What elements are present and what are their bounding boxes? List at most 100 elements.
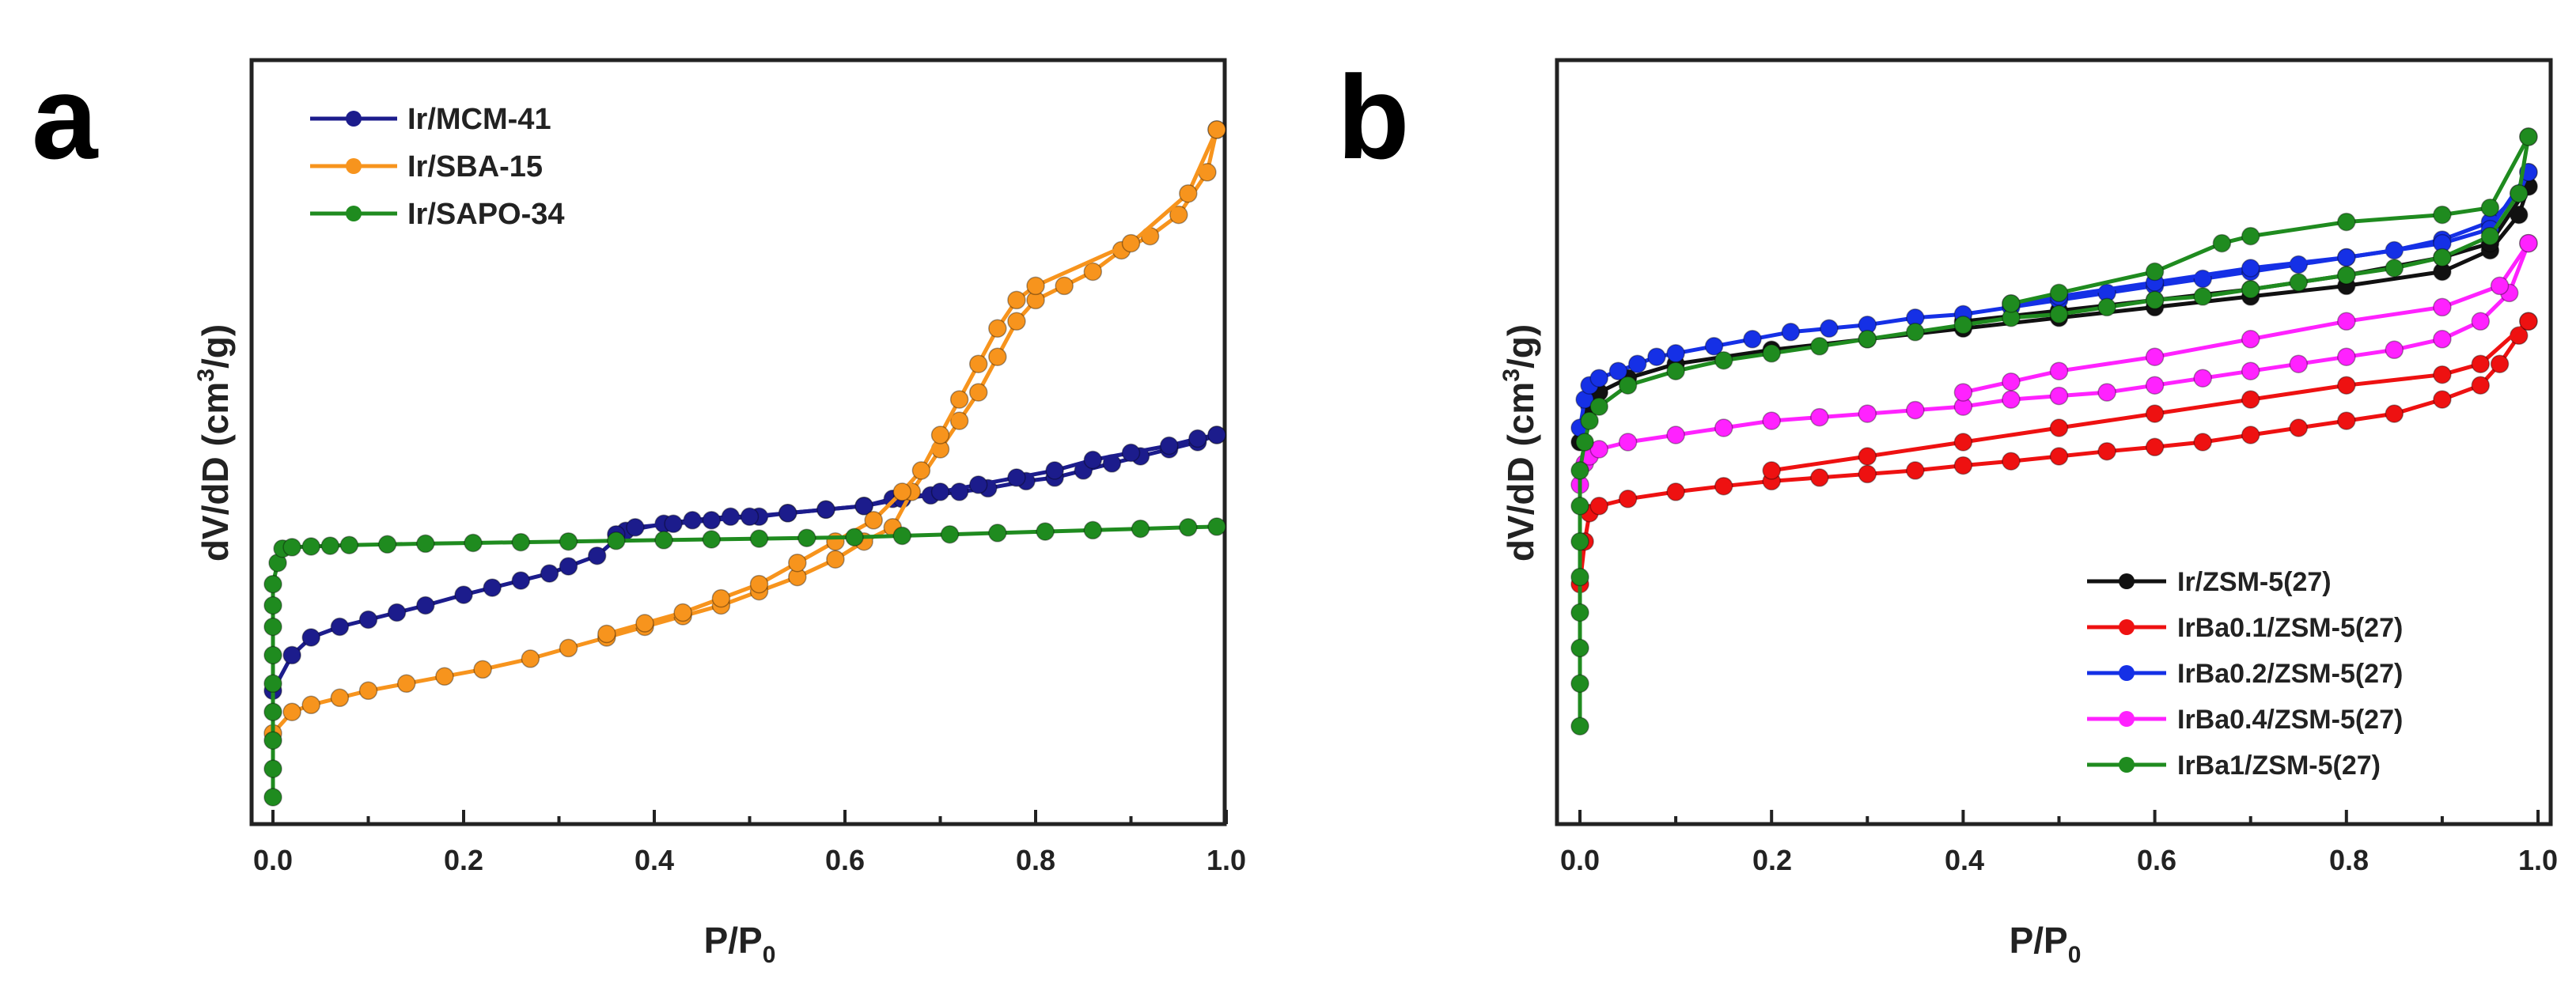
- data-point-ir-sapo-34: [377, 535, 397, 554]
- data-point-ir-sba-15: [826, 550, 845, 569]
- data-point-ir-mcm-41: [1083, 450, 1103, 470]
- data-point-irba0-4-zsm-5-27: [2241, 361, 2260, 380]
- data-point-irba1-zsm-5-27: [2049, 304, 2069, 324]
- x-axis-label-subscript: 0: [2068, 942, 2082, 968]
- legend-swatch-marker: [2119, 573, 2135, 589]
- data-point-irba1-zsm-5-27: [1570, 674, 1589, 694]
- legend-swatch-marker: [2119, 619, 2135, 635]
- data-point-ir-sba-15: [1179, 183, 1198, 203]
- data-point-irba0-1-zsm-5-27: [2519, 312, 2538, 331]
- data-point-irba0-2-zsm-5-27: [2337, 248, 2356, 267]
- data-point-ir-sapo-34: [1179, 518, 1198, 537]
- data-point-irba0-1-zsm-5-27: [1762, 461, 1781, 480]
- data-point-ir-sba-15: [949, 390, 969, 409]
- data-point-ir-sba-15: [1169, 205, 1188, 225]
- data-point-irba0-4-zsm-5-27: [2289, 354, 2309, 373]
- series-line-irba1-zsm-5-27-desorption: [2010, 135, 2531, 306]
- data-point-irba0-4-zsm-5-27: [1810, 407, 1829, 427]
- data-point-irba0-2-zsm-5-27: [1666, 344, 1685, 363]
- data-point-irba0-1-zsm-5-27: [1858, 464, 1877, 484]
- data-point-irba0-1-zsm-5-27: [2193, 433, 2212, 452]
- data-point-irba0-4-zsm-5-27: [1858, 404, 1877, 423]
- data-point-irba0-4-zsm-5-27: [2145, 376, 2165, 395]
- data-point-irba0-1-zsm-5-27: [1858, 447, 1877, 466]
- legend-label: Ir/SBA-15: [407, 150, 543, 183]
- data-point-irba0-1-zsm-5-27: [2145, 404, 2165, 423]
- data-point-ir-sapo-34: [263, 759, 282, 778]
- plot-frame-a: [249, 58, 1227, 826]
- legend-label: Ir/MCM-41: [407, 103, 551, 136]
- data-point-irba0-4-zsm-5-27: [1714, 418, 1733, 437]
- data-point-ir-sapo-34: [1083, 520, 1103, 540]
- data-point-irba0-1-zsm-5-27: [2471, 376, 2491, 395]
- legend-b: Ir/ZSM-5(27) IrBa0.1/ZSM-5(27) IrBa0.2/Z…: [2087, 567, 2403, 781]
- data-point-irba0-4-zsm-5-27: [2145, 347, 2165, 366]
- data-point-irba1-zsm-5-27: [1666, 361, 1685, 380]
- data-point-ir-sapo-34: [263, 702, 282, 721]
- series-line-ir-sapo-34-adsorption: [271, 524, 1218, 797]
- data-point-irba0-4-zsm-5-27: [2385, 340, 2404, 360]
- data-point-irba1-zsm-5-27: [2337, 266, 2356, 285]
- data-point-irba0-1-zsm-5-27: [2337, 411, 2356, 430]
- data-point-ir-sapo-34: [654, 531, 673, 550]
- x-axis-tick-labels-b: 0.0 0.2 0.4 0.6 0.8 1.0: [1560, 844, 2558, 876]
- data-point-irba0-1-zsm-5-27: [2049, 418, 2069, 437]
- data-point-irba0-4-zsm-5-27: [1589, 440, 1608, 459]
- data-point-ir-sba-15: [968, 383, 988, 402]
- data-point-irba0-2-zsm-5-27: [1743, 330, 1762, 349]
- data-point-irba0-1-zsm-5-27: [1953, 456, 1973, 475]
- data-point-irba0-4-zsm-5-27: [2241, 330, 2260, 349]
- data-point-ir-sba-15: [330, 688, 350, 708]
- data-point-ir-mcm-41: [483, 578, 502, 597]
- data-point-irba1-zsm-5-27: [1810, 337, 1829, 356]
- data-point-ir-sba-15: [635, 614, 654, 633]
- data-point-irba1-zsm-5-27: [1858, 330, 1877, 349]
- x-tick-label: 0.2: [444, 844, 483, 876]
- data-point-ir-sba-15: [749, 574, 769, 594]
- data-point-ir-mcm-41: [1045, 461, 1064, 480]
- data-point-irba1-zsm-5-27: [1570, 531, 1589, 551]
- data-point-irba1-zsm-5-27: [2145, 290, 2165, 310]
- x-tick-label: 0.2: [1752, 844, 1792, 876]
- chart-panel-a: a 0.0 0.2 0.4 0.6 0.8 1.0 P/P0 dV/dD (cm…: [32, 51, 1246, 968]
- data-point-ir-sba-15: [711, 588, 731, 608]
- data-point-ir-sapo-34: [464, 533, 483, 553]
- data-point-ir-sapo-34: [263, 617, 282, 637]
- data-point-ir-sba-15: [1055, 276, 1074, 296]
- data-point-irba0-4-zsm-5-27: [2433, 330, 2452, 349]
- data-point-ir-sapo-34: [263, 674, 282, 694]
- data-point-ir-mcm-41: [559, 557, 578, 576]
- data-point-irba0-4-zsm-5-27: [2002, 372, 2021, 391]
- data-point-ir-mcm-41: [1007, 468, 1026, 487]
- data-point-irba0-4-zsm-5-27: [1953, 383, 1973, 402]
- x-tick-label: 1.0: [2518, 844, 2558, 876]
- data-point-irba0-1-zsm-5-27: [2490, 354, 2510, 373]
- data-point-irba1-zsm-5-27: [2480, 226, 2500, 246]
- x-tick-label: 0.8: [2329, 844, 2369, 876]
- data-point-irba1-zsm-5-27: [2385, 259, 2404, 278]
- data-point-ir-sapo-34: [702, 530, 722, 549]
- data-point-irba0-1-zsm-5-27: [2385, 404, 2404, 423]
- data-point-irba0-1-zsm-5-27: [2241, 390, 2260, 409]
- legend-label: IrBa1/ZSM-5(27): [2177, 751, 2381, 781]
- data-point-irba0-2-zsm-5-27: [1781, 323, 1801, 342]
- data-point-irba0-1-zsm-5-27: [2145, 437, 2165, 457]
- data-point-irba0-4-zsm-5-27: [2097, 383, 2116, 402]
- data-point-ir-sapo-34: [263, 788, 282, 807]
- data-point-irba0-2-zsm-5-27: [2241, 259, 2260, 278]
- data-point-ir-sba-15: [1121, 233, 1141, 253]
- data-point-irba0-1-zsm-5-27: [1589, 497, 1608, 516]
- data-point-ir-sapo-34: [339, 535, 359, 554]
- data-point-ir-sba-15: [826, 531, 845, 551]
- data-point-irba0-2-zsm-5-27: [1589, 369, 1608, 388]
- data-point-ir-mcm-41: [778, 504, 797, 523]
- data-point-ir-sba-15: [1026, 276, 1045, 296]
- data-point-ir-mcm-41: [387, 603, 407, 622]
- data-point-irba1-zsm-5-27: [1762, 344, 1781, 363]
- data-point-ir-sapo-34: [301, 537, 320, 556]
- data-point-irba0-1-zsm-5-27: [2433, 390, 2452, 409]
- data-point-ir-sba-15: [968, 354, 988, 373]
- data-point-ir-sba-15: [435, 667, 454, 686]
- data-point-ir-sba-15: [788, 553, 807, 573]
